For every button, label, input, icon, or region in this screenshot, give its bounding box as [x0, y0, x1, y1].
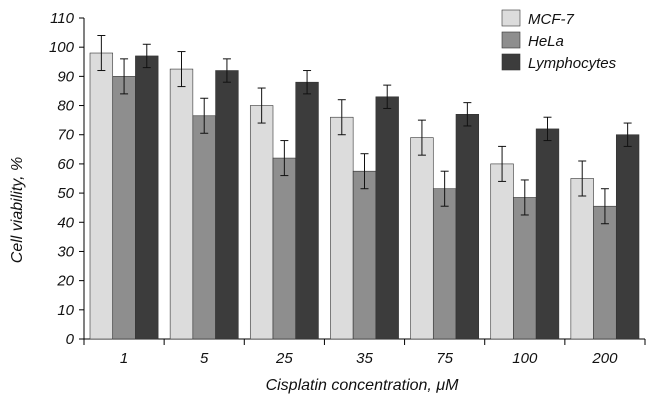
y-tick-label: 20 — [56, 273, 74, 290]
bar — [249, 105, 274, 340]
bar — [513, 197, 537, 340]
x-axis: 1 5 25 35 75 100 200 — [83, 338, 646, 367]
bar — [455, 114, 480, 340]
x-tick-label: 5 — [200, 350, 209, 367]
y-tick-label: 70 — [57, 127, 74, 144]
bar — [375, 96, 399, 340]
y-tick-label: 10 — [57, 302, 74, 319]
y-tick-label: 90 — [57, 68, 74, 85]
x-tick-label: 100 — [512, 350, 538, 367]
bar — [112, 76, 136, 340]
x-axis-label: Cisplatin concentration, μM — [266, 377, 460, 394]
legend-swatch — [501, 9, 521, 27]
y-tick-label: 60 — [57, 156, 74, 173]
bar — [593, 205, 617, 340]
x-tick-label: 75 — [436, 350, 453, 367]
x-tick-label: 35 — [356, 350, 373, 367]
legend-swatch — [501, 53, 521, 71]
x-tick-label: 25 — [275, 350, 293, 367]
y-tick-label: 0 — [66, 331, 75, 348]
bar — [89, 52, 114, 340]
bar — [410, 137, 434, 340]
bar — [215, 70, 239, 340]
bar — [330, 116, 354, 340]
bar — [272, 157, 297, 340]
x-tick-label: 200 — [591, 350, 618, 367]
legend-label: HeLa — [528, 33, 564, 50]
bar — [295, 81, 319, 340]
legend-label: MCF-7 — [528, 11, 574, 28]
bar — [135, 55, 159, 340]
legend: MCF-7 HeLa Lymphocytes — [501, 9, 617, 72]
y-tick-label: 100 — [49, 39, 75, 56]
bar — [192, 115, 216, 340]
bar — [490, 163, 514, 340]
error-bar-group — [97, 35, 632, 225]
bar — [352, 170, 377, 340]
bar — [169, 68, 194, 340]
bar — [432, 188, 457, 340]
bar — [570, 178, 594, 340]
y-tick-label: 110 — [50, 10, 75, 27]
legend-swatch — [501, 31, 521, 49]
bar — [535, 128, 560, 340]
y-tick-label: 50 — [57, 185, 74, 202]
y-axis: 0 10 20 30 40 50 60 70 80 90 100 110 — [49, 10, 85, 348]
y-tick-label: 40 — [57, 214, 74, 231]
legend-label: Lymphocytes — [528, 55, 617, 72]
y-axis-label: Cell viability, % — [9, 157, 26, 263]
bar-series-group — [89, 52, 640, 340]
bar — [615, 134, 640, 340]
y-tick-label: 80 — [57, 98, 74, 115]
x-tick-label: 1 — [120, 350, 128, 367]
y-tick-label: 30 — [57, 243, 74, 260]
